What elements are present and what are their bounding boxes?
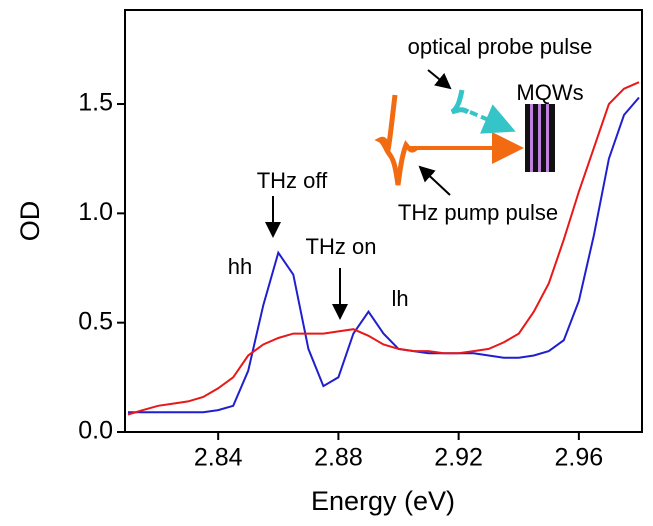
annotation: MQWs	[516, 80, 583, 105]
x-tick-label: 2.92	[434, 444, 483, 472]
y-tick-label: 1.5	[78, 89, 113, 117]
annotation: hh	[228, 254, 252, 279]
annotation: lh	[391, 286, 408, 311]
series-line	[127, 81, 640, 416]
annotation: optical probe pulse	[408, 34, 593, 59]
y-tick-label: 0.0	[78, 417, 113, 445]
y-tick-label: 1.0	[78, 198, 113, 226]
series-line	[128, 96, 640, 414]
annotation: THz off	[257, 168, 328, 193]
plot-frame	[124, 9, 643, 433]
x-tick-label: 2.96	[555, 444, 604, 472]
annotation: THz pump pulse	[398, 200, 558, 225]
x-tick-label: 2.88	[314, 444, 363, 472]
x-axis-label: Energy (eV)	[311, 486, 455, 516]
inset-schematic	[265, 69, 555, 320]
annotation: THz on	[306, 234, 377, 259]
y-axis-label: OD	[15, 201, 45, 242]
x-tick-label: 2.84	[194, 444, 243, 472]
y-tick-label: 0.5	[78, 307, 113, 335]
